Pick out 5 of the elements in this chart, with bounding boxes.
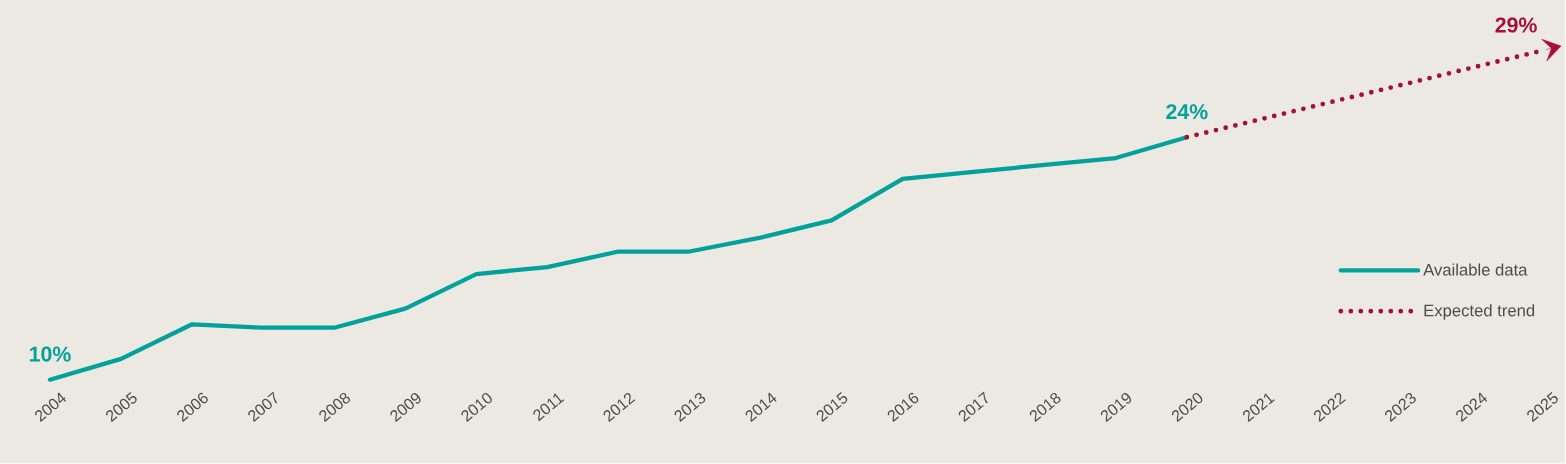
legend-label: Available data xyxy=(1423,263,1528,276)
data-label: 24% xyxy=(1166,104,1208,120)
data-label: 10% xyxy=(29,346,71,362)
legend-label: Expected trend xyxy=(1424,304,1535,320)
data-label: 29% xyxy=(1495,17,1537,33)
